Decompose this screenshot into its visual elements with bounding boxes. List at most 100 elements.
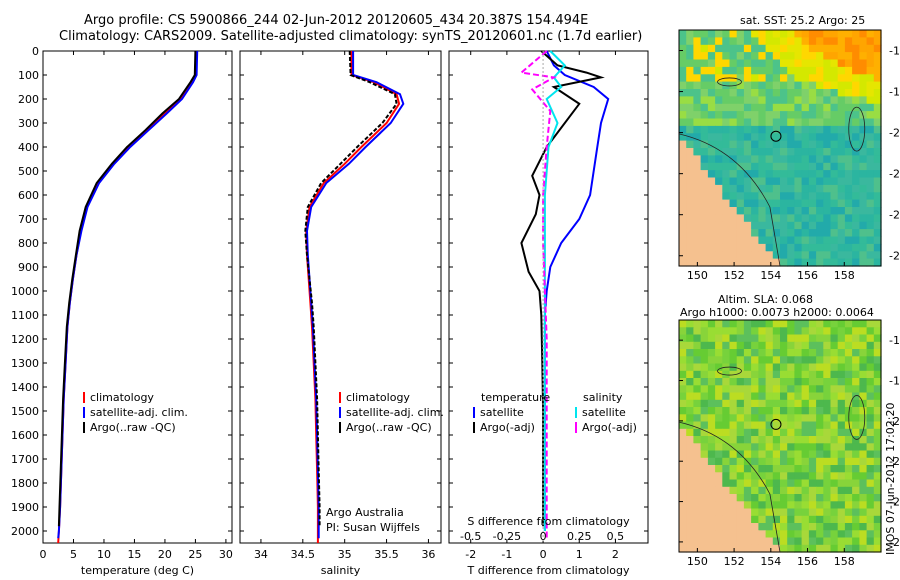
- sst_map-cell: [707, 44, 716, 53]
- sst_map-cell: [794, 184, 803, 193]
- sla_map-cell: [722, 407, 731, 415]
- sst_map-cell: [743, 207, 752, 215]
- sla_map-cell: [707, 530, 716, 539]
- sla_map-cell: [859, 349, 868, 357]
- sla_map-cell: [686, 392, 694, 401]
- sst_map-cell: [787, 89, 795, 97]
- sst_map-cell: [787, 236, 795, 245]
- sst_map-cell: [794, 258, 803, 267]
- sla_map-cell: [852, 436, 860, 444]
- sst_map-cell: [816, 243, 824, 252]
- sla_map-cell: [693, 457, 702, 466]
- sla_map-cell: [736, 494, 745, 502]
- sla_map-cell: [722, 450, 731, 459]
- sla_map-cell: [787, 363, 795, 372]
- sst_map-cell: [736, 170, 745, 179]
- sst_map-cell: [751, 30, 759, 38]
- sst_map-cell: [700, 243, 709, 252]
- sst_map-cell: [686, 199, 694, 208]
- sla_map-cell: [736, 530, 745, 539]
- sst_map-cell: [816, 140, 824, 149]
- sla_map-cell: [715, 515, 723, 524]
- sla_map-cell: [816, 327, 824, 336]
- sla_map-cell: [808, 349, 817, 357]
- sla_map-xtick-label: 150: [687, 555, 708, 568]
- sst_map-cell: [751, 81, 759, 90]
- sst_map-cell: [830, 162, 839, 171]
- sla_map-cell: [707, 334, 716, 343]
- sla_map-cell: [852, 370, 860, 379]
- sst_map-cell: [686, 103, 694, 112]
- depth-tick-label: 1300: [11, 357, 39, 370]
- sst_map-cell: [844, 74, 853, 83]
- sst_map-cell: [679, 199, 687, 208]
- sst_map-cell: [830, 148, 839, 156]
- sla_map-cell: [743, 378, 752, 386]
- sla_map-cell: [801, 399, 810, 408]
- sst_map-cell: [715, 177, 723, 186]
- sst_map-cell: [679, 66, 687, 75]
- sst_map-cell: [707, 192, 716, 201]
- sst_map-cell: [693, 111, 702, 120]
- sst_map-xtick-label: 156: [797, 269, 818, 282]
- sla_map-cell: [823, 414, 832, 423]
- sst_map-cell: [772, 251, 781, 260]
- sla_map-cell: [729, 349, 738, 357]
- sla_map-cell: [873, 341, 882, 350]
- sla_map-cell: [736, 378, 745, 386]
- sla_map-cell: [736, 428, 745, 437]
- sla_map-cell: [686, 385, 694, 394]
- sst_map-cell: [729, 30, 738, 38]
- sst_map-cell: [844, 243, 853, 252]
- sst_map-cell: [736, 118, 745, 127]
- sst_map-cell: [816, 118, 824, 127]
- sst_map-cell: [837, 170, 846, 179]
- sst_map-cell: [736, 59, 745, 68]
- sst_map-cell: [808, 177, 817, 186]
- salinity-legend-label: satellite-adj. clim.: [346, 406, 444, 419]
- sla_map-cell: [787, 428, 795, 437]
- sst_map-reef-outline: [717, 77, 742, 87]
- sst_map-cell: [693, 66, 702, 75]
- sla_map-cell: [722, 428, 731, 437]
- sst_map-cell: [751, 148, 759, 156]
- sla_map-cell: [852, 399, 860, 408]
- sla_map-cell: [787, 472, 795, 481]
- sst_map-cell: [758, 103, 767, 112]
- sst_map-cell: [758, 258, 767, 267]
- sst_map-cell: [787, 44, 795, 53]
- sst_map-cell: [844, 251, 853, 260]
- sla_map-cell: [736, 523, 745, 531]
- sst_map-cell: [707, 52, 716, 61]
- sla_map-cell: [787, 421, 795, 430]
- sla_map-cell: [772, 457, 781, 466]
- sla_map-cell: [780, 501, 788, 510]
- sst_map-cell: [736, 258, 745, 267]
- sla_map-cell: [830, 385, 839, 394]
- sst_map-cell: [866, 103, 875, 112]
- sla_map-cell: [765, 399, 774, 408]
- sst_map-cell: [707, 258, 716, 267]
- sst_map-cell: [772, 133, 781, 142]
- sst_map-cell: [837, 118, 846, 127]
- sst_map-cell: [859, 207, 868, 215]
- sla_map-cell: [852, 508, 860, 517]
- sst_map-cell: [866, 59, 875, 68]
- sst_map-cell: [772, 140, 781, 149]
- sst_map-cell: [751, 214, 759, 223]
- salinity-series-line: [304, 50, 398, 527]
- sla_map-cell: [787, 443, 795, 452]
- sst_map-cell: [852, 258, 860, 267]
- sst_map-cell: [873, 111, 882, 120]
- sst_map-cell: [873, 74, 882, 83]
- sla_map-cell: [679, 320, 687, 328]
- sla_map-cell: [758, 392, 767, 401]
- sst_map-cell: [693, 89, 702, 97]
- sla_map-cell: [693, 472, 702, 481]
- sla_map-cell: [772, 450, 781, 459]
- sst_map-cell: [794, 236, 803, 245]
- sla_map-cell: [758, 508, 767, 517]
- sla_map-cell: [780, 399, 788, 408]
- sst_map-cell: [794, 44, 803, 53]
- sst_map-cell: [844, 192, 853, 201]
